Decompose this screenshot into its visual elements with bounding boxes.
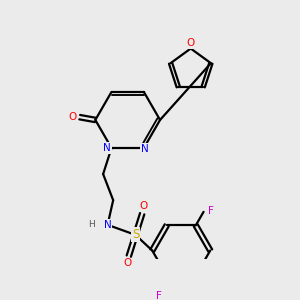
Text: O: O (187, 38, 195, 48)
Text: F: F (156, 291, 162, 300)
Text: N: N (104, 220, 112, 230)
Text: S: S (132, 228, 139, 242)
Text: O: O (139, 201, 147, 212)
Text: O: O (124, 258, 132, 268)
Text: F: F (208, 206, 214, 216)
Text: N: N (103, 143, 111, 153)
Text: O: O (68, 112, 76, 122)
Text: N: N (141, 144, 149, 154)
Text: H: H (88, 220, 95, 229)
